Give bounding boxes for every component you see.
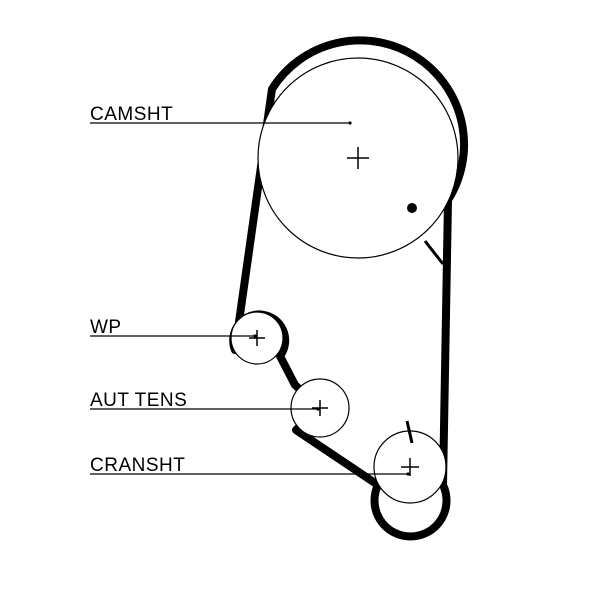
camshaft-timing-dot (407, 203, 417, 213)
timing-belt-diagram: CAMSHT WP AUT TENS CRANSHT (0, 0, 600, 589)
water-pump-label: WP (90, 317, 122, 338)
crankshaft-label: CRANSHT (90, 455, 185, 476)
tensioner-label: AUT TENS (90, 390, 187, 411)
camshaft-label: CAMSHT (90, 104, 173, 125)
